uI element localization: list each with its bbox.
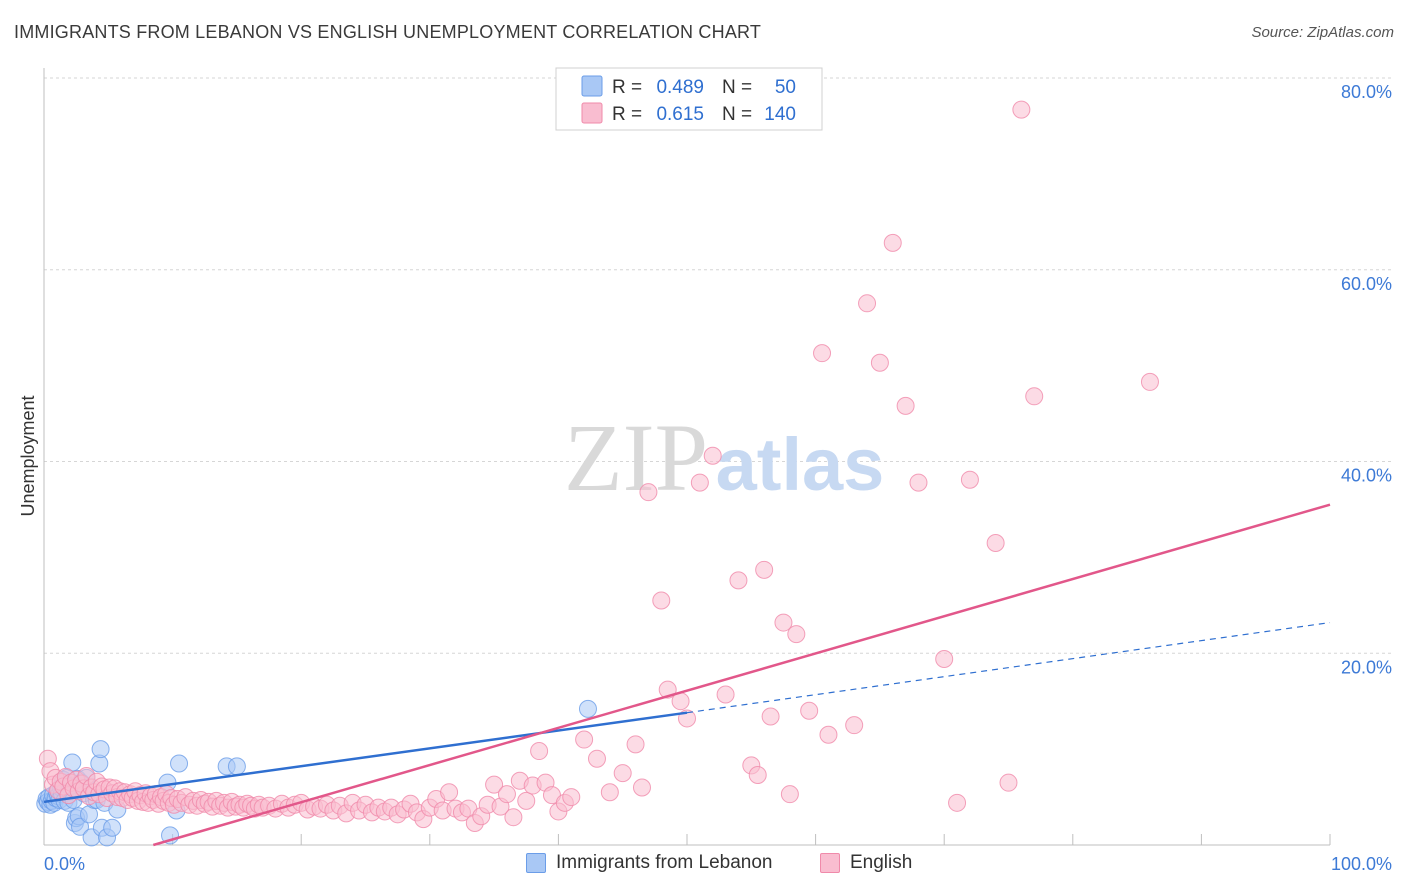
- point-lebanon-45: [170, 754, 189, 773]
- y-tick-label-60: 60.0%: [1341, 274, 1392, 294]
- point-english-110: [497, 785, 516, 804]
- point-english-153: [986, 533, 1005, 552]
- point-english-152: [960, 470, 979, 489]
- y-tick-label-40: 40.0%: [1341, 466, 1392, 486]
- point-english-133: [703, 446, 722, 465]
- point-english-139: [774, 613, 793, 632]
- point-lebanon-48: [578, 699, 597, 718]
- y-tick-label-80: 80.0%: [1341, 82, 1392, 102]
- legend-label-lebanon: Immigrants from Lebanon: [556, 852, 773, 873]
- x-tick-label-0: 0.0%: [44, 854, 85, 874]
- point-english-156: [1025, 387, 1044, 406]
- trend-line-lebanon: [43, 711, 688, 804]
- legend-swatch-english: [820, 853, 840, 873]
- x-tick-labels: 0.0% 100.0%: [44, 854, 1392, 874]
- stats-n-value-1: 50: [775, 77, 796, 98]
- point-english-159: [780, 785, 799, 804]
- trend-line-lebanon-extension: [686, 621, 1331, 714]
- point-lebanon-40: [103, 818, 122, 837]
- chart-title: IMMIGRANTS FROM LEBANON VS ENGLISH UNEMP…: [14, 22, 762, 42]
- point-english-111: [504, 808, 523, 827]
- point-english-101: [440, 783, 459, 802]
- watermark-atlas: atlas: [716, 423, 885, 506]
- stats-n-label-1: N =: [722, 77, 752, 98]
- point-english-134: [716, 685, 735, 704]
- point-english-132: [690, 473, 709, 492]
- point-lebanon-27: [71, 817, 90, 836]
- watermark: ZIP atlas: [564, 404, 884, 511]
- point-english-142: [813, 344, 832, 363]
- legend-item-lebanon[interactable]: Immigrants from Lebanon: [526, 852, 773, 874]
- point-english-127: [639, 483, 658, 502]
- grid-lines: [44, 77, 1392, 654]
- x-tick-label-100: 100.0%: [1331, 854, 1392, 874]
- point-english-113: [517, 791, 536, 810]
- point-english-125: [626, 735, 645, 754]
- source-label: Source: ZipAtlas.com: [1251, 24, 1394, 41]
- point-english-141: [800, 701, 819, 720]
- point-english-158: [748, 766, 767, 785]
- y-axis-label: Unemployment: [18, 395, 38, 516]
- point-english-149: [909, 473, 928, 492]
- point-english-120: [562, 788, 581, 807]
- watermark-zip: ZIP: [564, 404, 708, 511]
- stats-r-label-2: R =: [612, 104, 642, 125]
- legend-swatch-lebanon: [526, 853, 546, 873]
- y-tick-labels: 20.0% 40.0% 60.0% 80.0%: [1341, 82, 1392, 677]
- stats-n-label-2: N =: [722, 104, 752, 125]
- point-english-115: [530, 742, 549, 761]
- point-english-126: [632, 778, 651, 797]
- point-english-124: [613, 764, 632, 783]
- stats-box: R = 0.489 N = 50 R = 0.615 N = 140: [555, 67, 823, 131]
- stats-swatch-english: [581, 102, 603, 124]
- point-lebanon-36: [91, 740, 110, 759]
- point-english-128: [652, 591, 671, 610]
- point-english-145: [858, 294, 877, 313]
- trend-lines: [43, 503, 1331, 847]
- stats-r-label-1: R =: [612, 77, 642, 98]
- point-english-122: [587, 749, 606, 768]
- trend-line-english: [152, 503, 1331, 847]
- point-english-155: [1012, 100, 1031, 119]
- point-english-121: [575, 730, 594, 749]
- point-english-151: [948, 793, 967, 812]
- point-english-146: [870, 353, 889, 372]
- stats-swatch-lebanon: [581, 75, 603, 97]
- point-english-143: [819, 725, 838, 744]
- data-points: [36, 100, 1159, 847]
- legend-label-english: English: [850, 852, 913, 873]
- legend-item-english[interactable]: English: [820, 852, 912, 874]
- point-english-154: [999, 773, 1018, 792]
- point-english-138: [761, 707, 780, 726]
- point-english-157: [1140, 372, 1159, 391]
- stats-r-value-2: 0.615: [656, 104, 704, 125]
- point-english-140: [787, 625, 806, 644]
- point-english-148: [896, 396, 915, 415]
- point-english-150: [935, 650, 954, 669]
- point-english-123: [600, 783, 619, 802]
- stats-r-value-1: 0.489: [656, 77, 704, 98]
- point-english-147: [883, 233, 902, 252]
- y-tick-label-20: 20.0%: [1341, 657, 1392, 677]
- point-lebanon-47: [227, 757, 246, 776]
- point-english-135: [729, 571, 748, 590]
- point-english-137: [755, 560, 774, 579]
- point-english-144: [845, 716, 864, 735]
- stats-n-value-2: 140: [764, 104, 796, 125]
- point-english-108: [485, 775, 504, 794]
